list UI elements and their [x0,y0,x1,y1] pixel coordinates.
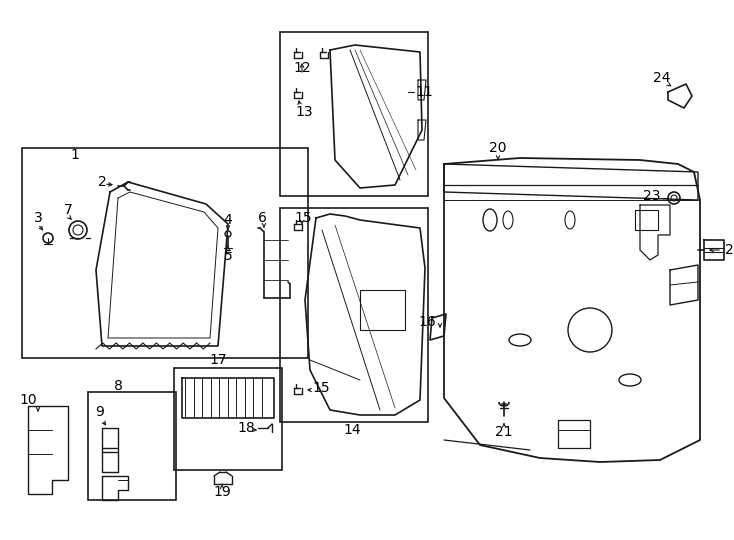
Text: 6: 6 [258,211,266,225]
Text: 8: 8 [114,379,123,393]
Bar [22,148,308,358]
Text: 7: 7 [64,203,73,217]
Text: 17: 17 [209,353,227,367]
Text: 16: 16 [418,315,436,329]
Bar [280,32,428,196]
Text: 22: 22 [725,243,734,257]
Bar [88,392,176,500]
Text: 4: 4 [224,213,233,227]
Text: 9: 9 [95,405,104,419]
Text: 15: 15 [312,381,330,395]
Text: 23: 23 [642,189,660,203]
Text: 10: 10 [19,393,37,407]
Bar [174,368,282,470]
Text: 1: 1 [70,148,79,162]
Text: 20: 20 [490,141,506,155]
Text: 21: 21 [495,425,513,439]
Text: 24: 24 [653,71,671,85]
Text: 14: 14 [344,423,361,437]
Text: 11: 11 [415,85,433,99]
Text: 2: 2 [98,175,106,189]
Text: 12: 12 [293,61,310,75]
Bar [280,208,428,422]
Text: 19: 19 [213,485,231,499]
Circle shape [499,397,509,407]
Text: 3: 3 [34,211,43,225]
Text: 5: 5 [224,249,233,263]
Text: 18: 18 [237,421,255,435]
Text: 15: 15 [294,211,312,225]
Text: 13: 13 [295,105,313,119]
